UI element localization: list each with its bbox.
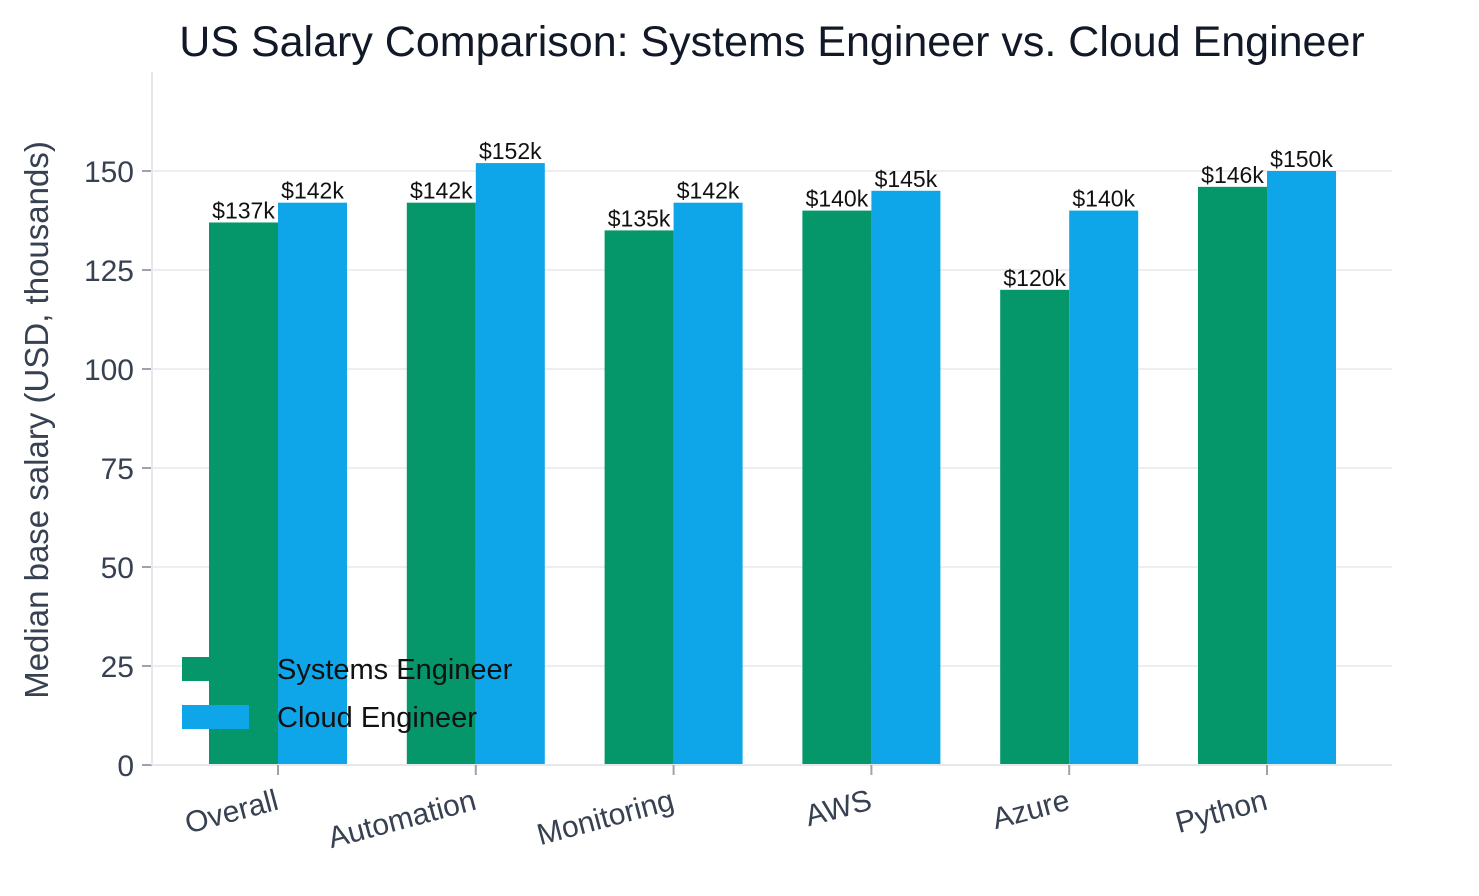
x-tick-label: AWS <box>802 784 875 833</box>
data-label: $142k <box>410 178 473 204</box>
bar-systems-engineer <box>1000 289 1070 765</box>
bar-systems-engineer <box>1198 186 1267 766</box>
bar-cloud-engineer <box>1069 210 1139 766</box>
y-tick-label: 25 <box>101 651 134 684</box>
y-tick-label: 100 <box>84 354 134 387</box>
data-label: $150k <box>1270 146 1333 172</box>
data-label: $142k <box>281 178 344 204</box>
x-tick-label: Monitoring <box>534 784 678 852</box>
bars <box>209 163 1336 766</box>
gridlines <box>152 170 1392 667</box>
data-labels: $137k$142k $142k$152k$135k$142k $140k$145k… <box>212 138 1333 291</box>
x-tick-label: Automation <box>324 784 479 855</box>
data-label: $146k <box>1201 162 1264 188</box>
legend-swatch-systems-engineer <box>182 657 249 681</box>
data-label: $120k <box>1003 265 1066 291</box>
bar-systems-engineer <box>604 230 674 765</box>
data-label: $137k <box>212 197 275 223</box>
y-tick-label: 150 <box>84 156 134 189</box>
data-label: $140k <box>1072 186 1135 212</box>
legend-label: Systems Engineer <box>277 654 513 686</box>
bar-cloud-engineer <box>278 202 347 765</box>
y-tick-label: 50 <box>101 552 134 585</box>
legend-swatch-cloud-engineer <box>182 705 249 729</box>
bar-cloud-engineer <box>673 202 743 765</box>
bar-systems-engineer <box>209 222 278 766</box>
x-tick-label: Python <box>1172 784 1271 840</box>
data-label: $140k <box>806 186 869 212</box>
chart-title: US Salary Comparison: Systems Engineer v… <box>179 18 1364 66</box>
bar-systems-engineer <box>406 202 476 765</box>
bar-cloud-engineer <box>871 190 941 766</box>
x-tick-label: Azure <box>989 784 1073 836</box>
data-label: $135k <box>608 205 671 231</box>
data-label: $145k <box>875 166 938 192</box>
bar-cloud-engineer <box>1267 171 1336 765</box>
y-tick-label: 75 <box>101 453 134 486</box>
y-tick-label: 125 <box>84 255 134 288</box>
bar-systems-engineer <box>802 210 872 766</box>
bar-cloud-engineer <box>475 163 545 765</box>
x-tick-label: Overall <box>181 784 281 840</box>
y-tick-label: 0 <box>117 750 134 783</box>
y-axis-label: Median base salary (USD, thousands) <box>18 141 55 699</box>
axes <box>142 72 1392 775</box>
legend: Systems Engineer Cloud Engineer <box>182 654 513 734</box>
legend-label: Cloud Engineer <box>277 702 477 734</box>
data-label: $142k <box>677 178 740 204</box>
data-label: $152k <box>479 138 542 164</box>
